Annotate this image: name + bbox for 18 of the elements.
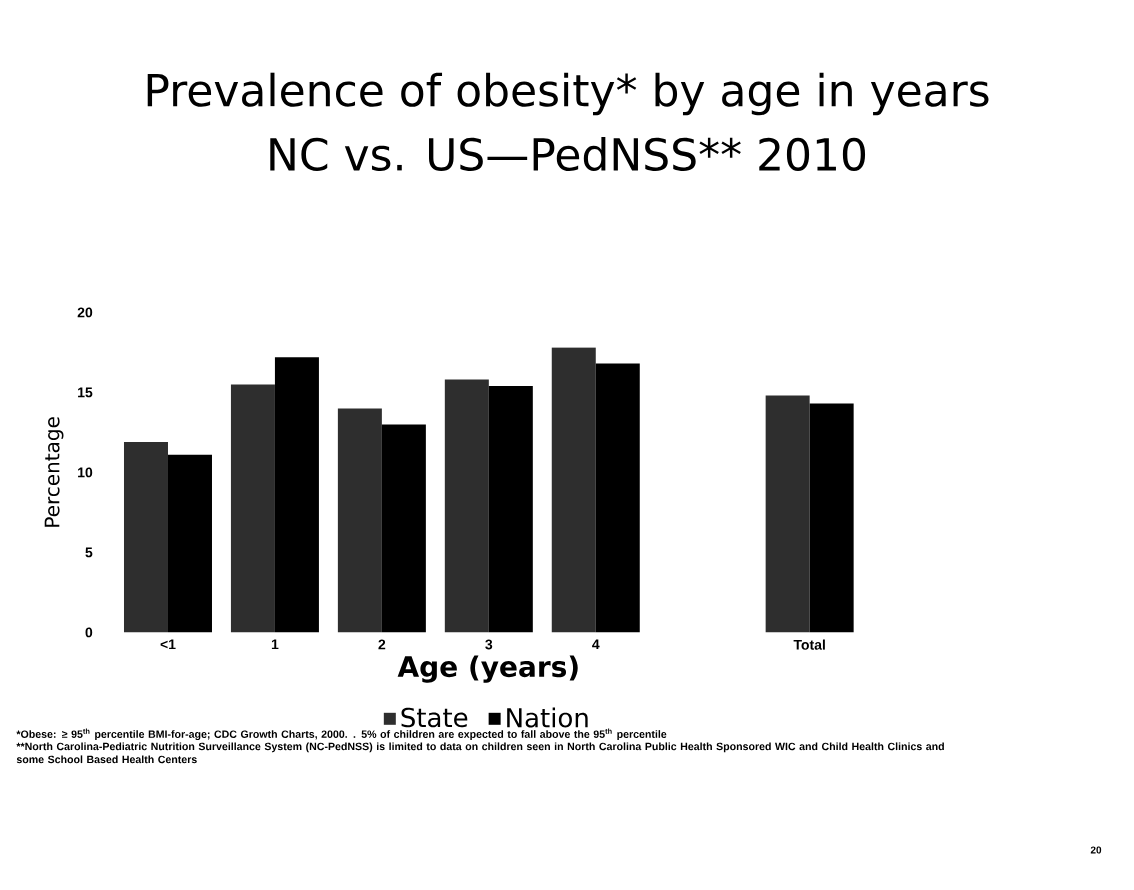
- bar: [337, 408, 382, 633]
- bar: [230, 384, 275, 633]
- bar: [809, 403, 854, 633]
- bar: [274, 357, 319, 633]
- legend-label: Nation: [507, 707, 588, 728]
- bar: [595, 363, 640, 633]
- bar: [765, 395, 810, 633]
- bar: [381, 424, 426, 633]
- bar: [123, 442, 168, 633]
- chart-title: Prevalence of obesity* by age in years: [147, 72, 989, 116]
- chart-subtitle: NC vs. US—PedNSS** 2010: [270, 136, 866, 172]
- bar: [167, 454, 212, 633]
- bar: [488, 386, 533, 633]
- x-axis-title: Age (years): [397, 655, 578, 683]
- y-axis-title: Percentage: [44, 417, 64, 527]
- bar: [444, 379, 489, 633]
- bar: [551, 347, 596, 633]
- legend-label: State: [401, 707, 468, 728]
